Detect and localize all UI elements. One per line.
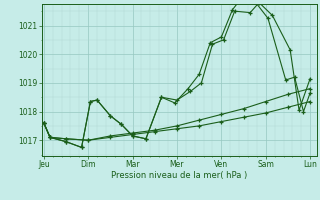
X-axis label: Pression niveau de la mer( hPa ): Pression niveau de la mer( hPa ) — [111, 171, 247, 180]
